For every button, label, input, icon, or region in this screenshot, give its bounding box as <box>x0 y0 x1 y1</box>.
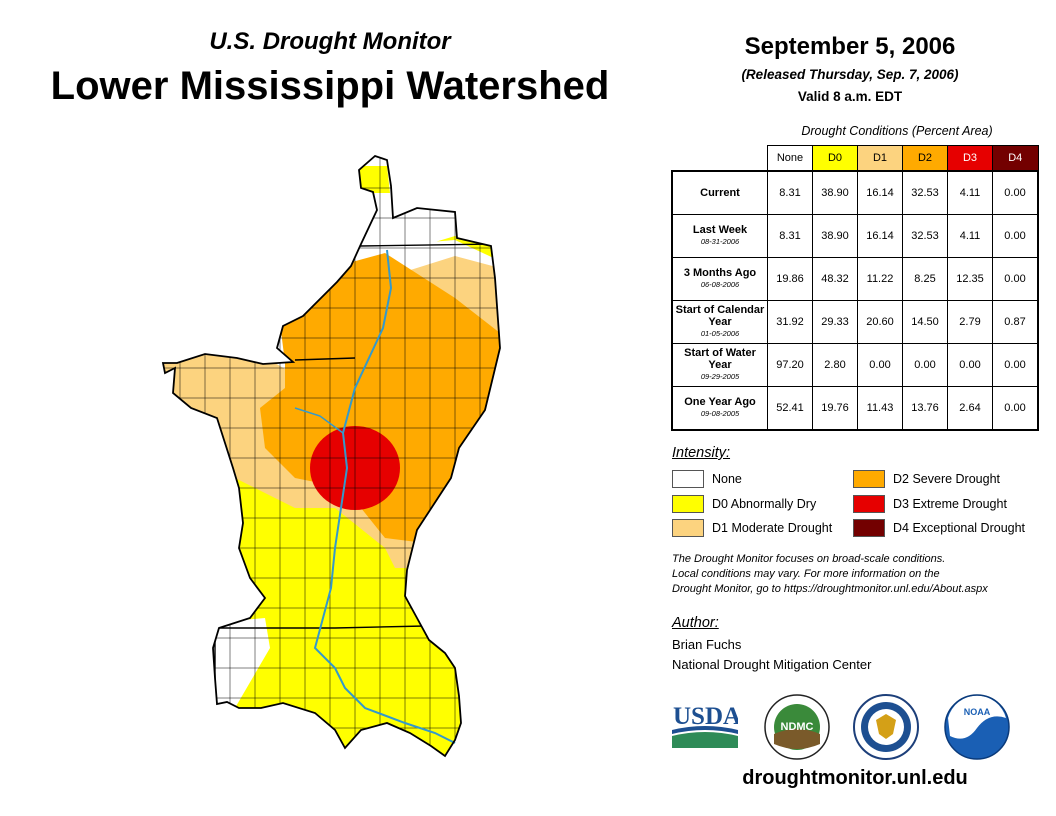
legend-item-none: None <box>672 470 742 488</box>
mississippi-river <box>313 249 456 744</box>
ndmc-logo: NDMC <box>764 694 830 760</box>
disclaimer: The Drought Monitor focuses on broad-sca… <box>672 553 988 595</box>
drought-table: None D0 D1 D2 D3 D4 Current 8.31 38.90 1… <box>671 145 1039 431</box>
cell: 0.00 <box>992 170 1039 215</box>
cell: 2.64 <box>947 386 993 431</box>
cell: 32.53 <box>902 170 948 215</box>
cell: 0.00 <box>902 343 948 387</box>
map-date: September 5, 2006 <box>744 33 956 60</box>
map-subtitle: U.S. Drought Monitor <box>209 28 451 55</box>
col-d0: D0 <box>812 145 858 172</box>
row-label: Current <box>671 170 768 215</box>
author-org: National Drought Mitigation Center <box>672 657 872 672</box>
map-title: Lower Mississippi Watershed <box>50 64 610 108</box>
cell: 4.11 <box>947 170 993 215</box>
cell: 8.31 <box>767 214 813 258</box>
row-label: Start of Calendar Year 01-05-2006 <box>671 300 768 344</box>
svg-text:NOAA: NOAA <box>964 707 991 717</box>
svg-text:NDMC: NDMC <box>781 721 814 733</box>
table-row: Start of Calendar Year 01-05-2006 31.92 2… <box>671 300 1039 344</box>
row-label: 3 Months Ago 06-08-2006 <box>671 257 768 301</box>
noaa-logo: NOAA <box>944 694 1010 760</box>
cell: 2.79 <box>947 300 993 344</box>
col-d2: D2 <box>902 145 948 172</box>
legend-item-d2: D2 Severe Drought <box>853 470 1000 488</box>
cell: 32.53 <box>902 214 948 258</box>
cell: 19.86 <box>767 257 813 301</box>
cell: 2.80 <box>812 343 858 387</box>
cell: 13.76 <box>902 386 948 431</box>
table-row: Start of Water Year 09-29-2005 97.20 2.80… <box>671 343 1039 387</box>
cell: 12.35 <box>947 257 993 301</box>
website-url[interactable]: droughtmonitor.unl.edu <box>742 767 968 789</box>
cell: 16.14 <box>857 170 903 215</box>
table-row: Current 8.31 38.90 16.14 32.53 4.11 0.00 <box>671 170 1039 215</box>
cell: 0.00 <box>947 343 993 387</box>
cell: 38.90 <box>812 170 858 215</box>
author-name: Brian Fuchs <box>672 637 742 652</box>
legend-swatch <box>853 470 885 488</box>
cell: 38.90 <box>812 214 858 258</box>
cell: 4.11 <box>947 214 993 258</box>
col-none: None <box>767 145 813 172</box>
legend-item-d3: D3 Extreme Drought <box>853 495 1007 513</box>
row-label: Start of Water Year 09-29-2005 <box>671 343 768 387</box>
legend-item-d4: D4 Exceptional Drought <box>853 519 1025 537</box>
cell: 0.00 <box>992 214 1039 258</box>
cell: 0.00 <box>992 257 1039 301</box>
cell: 52.41 <box>767 386 813 431</box>
cell: 0.00 <box>992 343 1039 387</box>
valid-time: Valid 8 a.m. EDT <box>797 89 903 104</box>
usda-logo: USDA <box>672 703 738 748</box>
cell: 14.50 <box>902 300 948 344</box>
table-row: 3 Months Ago 06-08-2006 19.86 48.32 11.22… <box>671 257 1039 301</box>
col-d4: D4 <box>992 145 1039 172</box>
release-date: (Released Thursday, Sep. 7, 2006) <box>741 67 959 82</box>
legend-item-d0: D0 Abnormally Dry <box>672 495 816 513</box>
cell: 8.31 <box>767 170 813 215</box>
table-row: One Year Ago 09-08-2005 52.41 19.76 11.43… <box>671 386 1039 431</box>
table-row: Last Week 08-31-2006 8.31 38.90 16.14 32.… <box>671 214 1039 258</box>
svg-text:USDA: USDA <box>673 703 738 730</box>
commerce-seal <box>853 694 919 760</box>
cell: 0.87 <box>992 300 1039 344</box>
cell: 48.32 <box>812 257 858 301</box>
author-heading: Author: <box>672 615 719 631</box>
arkansas-river <box>294 407 344 434</box>
cell: 0.00 <box>857 343 903 387</box>
col-d3: D3 <box>947 145 993 172</box>
col-d1: D1 <box>857 145 903 172</box>
cell: 97.20 <box>767 343 813 387</box>
cell: 11.43 <box>857 386 903 431</box>
cell: 19.76 <box>812 386 858 431</box>
legend-item-d1: D1 Moderate Drought <box>672 519 832 537</box>
cell: 11.22 <box>857 257 903 301</box>
legend-swatch <box>672 495 704 513</box>
drought-map <box>162 155 501 757</box>
legend-swatch <box>853 519 885 537</box>
legend-title: Intensity: <box>672 445 731 461</box>
cell: 8.25 <box>902 257 948 301</box>
row-label: One Year Ago 09-08-2005 <box>671 386 768 431</box>
row-label: Last Week 08-31-2006 <box>671 214 768 258</box>
legend-swatch <box>672 470 704 488</box>
legend-swatch <box>853 495 885 513</box>
cell: 31.92 <box>767 300 813 344</box>
cell: 0.00 <box>992 386 1039 431</box>
cell: 16.14 <box>857 214 903 258</box>
table-caption: Drought Conditions (Percent Area) <box>801 124 993 138</box>
legend-swatch <box>672 519 704 537</box>
table-corner <box>672 146 768 172</box>
cell: 20.60 <box>857 300 903 344</box>
cell: 29.33 <box>812 300 858 344</box>
